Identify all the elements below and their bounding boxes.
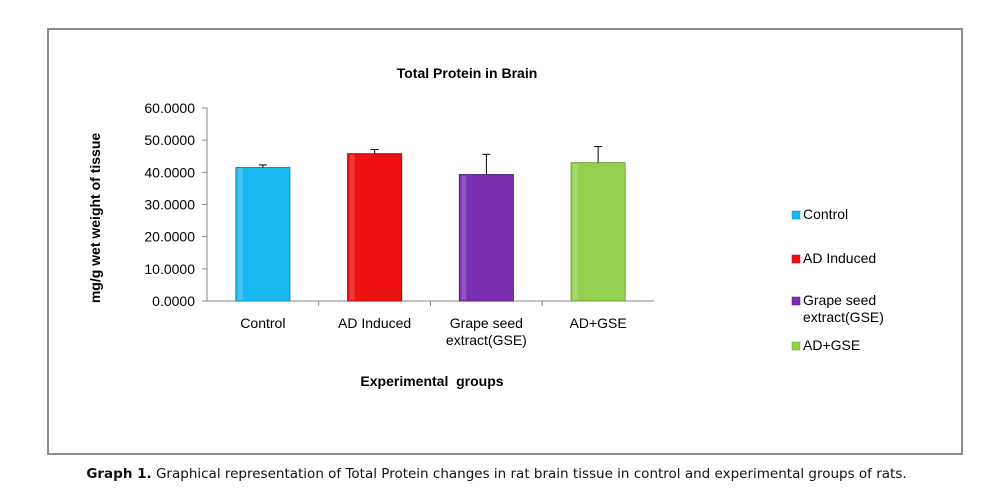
legend-label: Grape seed extract(GSE)	[803, 292, 884, 325]
bar-group	[347, 148, 403, 302]
legend-item: Grape seed extract(GSE)	[791, 292, 884, 325]
legend-swatch	[791, 341, 801, 351]
figure-caption: Graph 1. Graphical representation of Tot…	[0, 466, 993, 482]
legend-swatch	[791, 296, 801, 306]
chart-title: Total Protein in Brain	[397, 65, 538, 81]
y-tick-label: 50.0000	[144, 132, 195, 148]
bar-highlight	[349, 154, 355, 300]
bar-highlight	[573, 163, 579, 300]
legend-label: Control	[803, 206, 848, 222]
legend-swatch	[791, 254, 801, 264]
legend-item: AD Induced	[791, 250, 876, 266]
bar	[458, 174, 514, 302]
y-tick-label: 20.0000	[144, 229, 195, 245]
x-tick-label: AD Induced	[338, 315, 411, 331]
bar-group	[235, 164, 291, 302]
x-tick-label: AD+GSE	[570, 315, 627, 331]
bar	[235, 167, 291, 302]
bar-group	[570, 146, 626, 302]
legend-swatch	[791, 210, 801, 220]
y-tick-label: 10.0000	[144, 261, 195, 277]
x-axis-label: Experimental groups	[360, 373, 503, 389]
legend-label: AD+GSE	[803, 337, 860, 353]
legend-item: AD+GSE	[791, 337, 860, 353]
y-axis-label: mg/g wet weight of tissue	[87, 133, 103, 304]
caption-label: Graph 1.	[86, 466, 152, 482]
bar-group	[458, 153, 514, 302]
y-tick-label: 30.0000	[144, 197, 195, 213]
y-tick-label: 0.0000	[152, 293, 195, 309]
y-tick-label: 40.0000	[144, 164, 195, 180]
bar-highlight	[461, 175, 467, 300]
x-tick-label: Control	[240, 315, 285, 331]
legend-item: Control	[791, 206, 848, 222]
y-tick-label: 60.0000	[144, 100, 195, 116]
caption-text: Graphical representation of Total Protei…	[151, 466, 907, 482]
bar-highlight	[237, 168, 243, 300]
x-tick-label: Grape seed extract(GSE)	[446, 315, 527, 348]
bar	[347, 153, 403, 302]
legend-label: AD Induced	[803, 250, 876, 266]
bar	[570, 162, 626, 302]
